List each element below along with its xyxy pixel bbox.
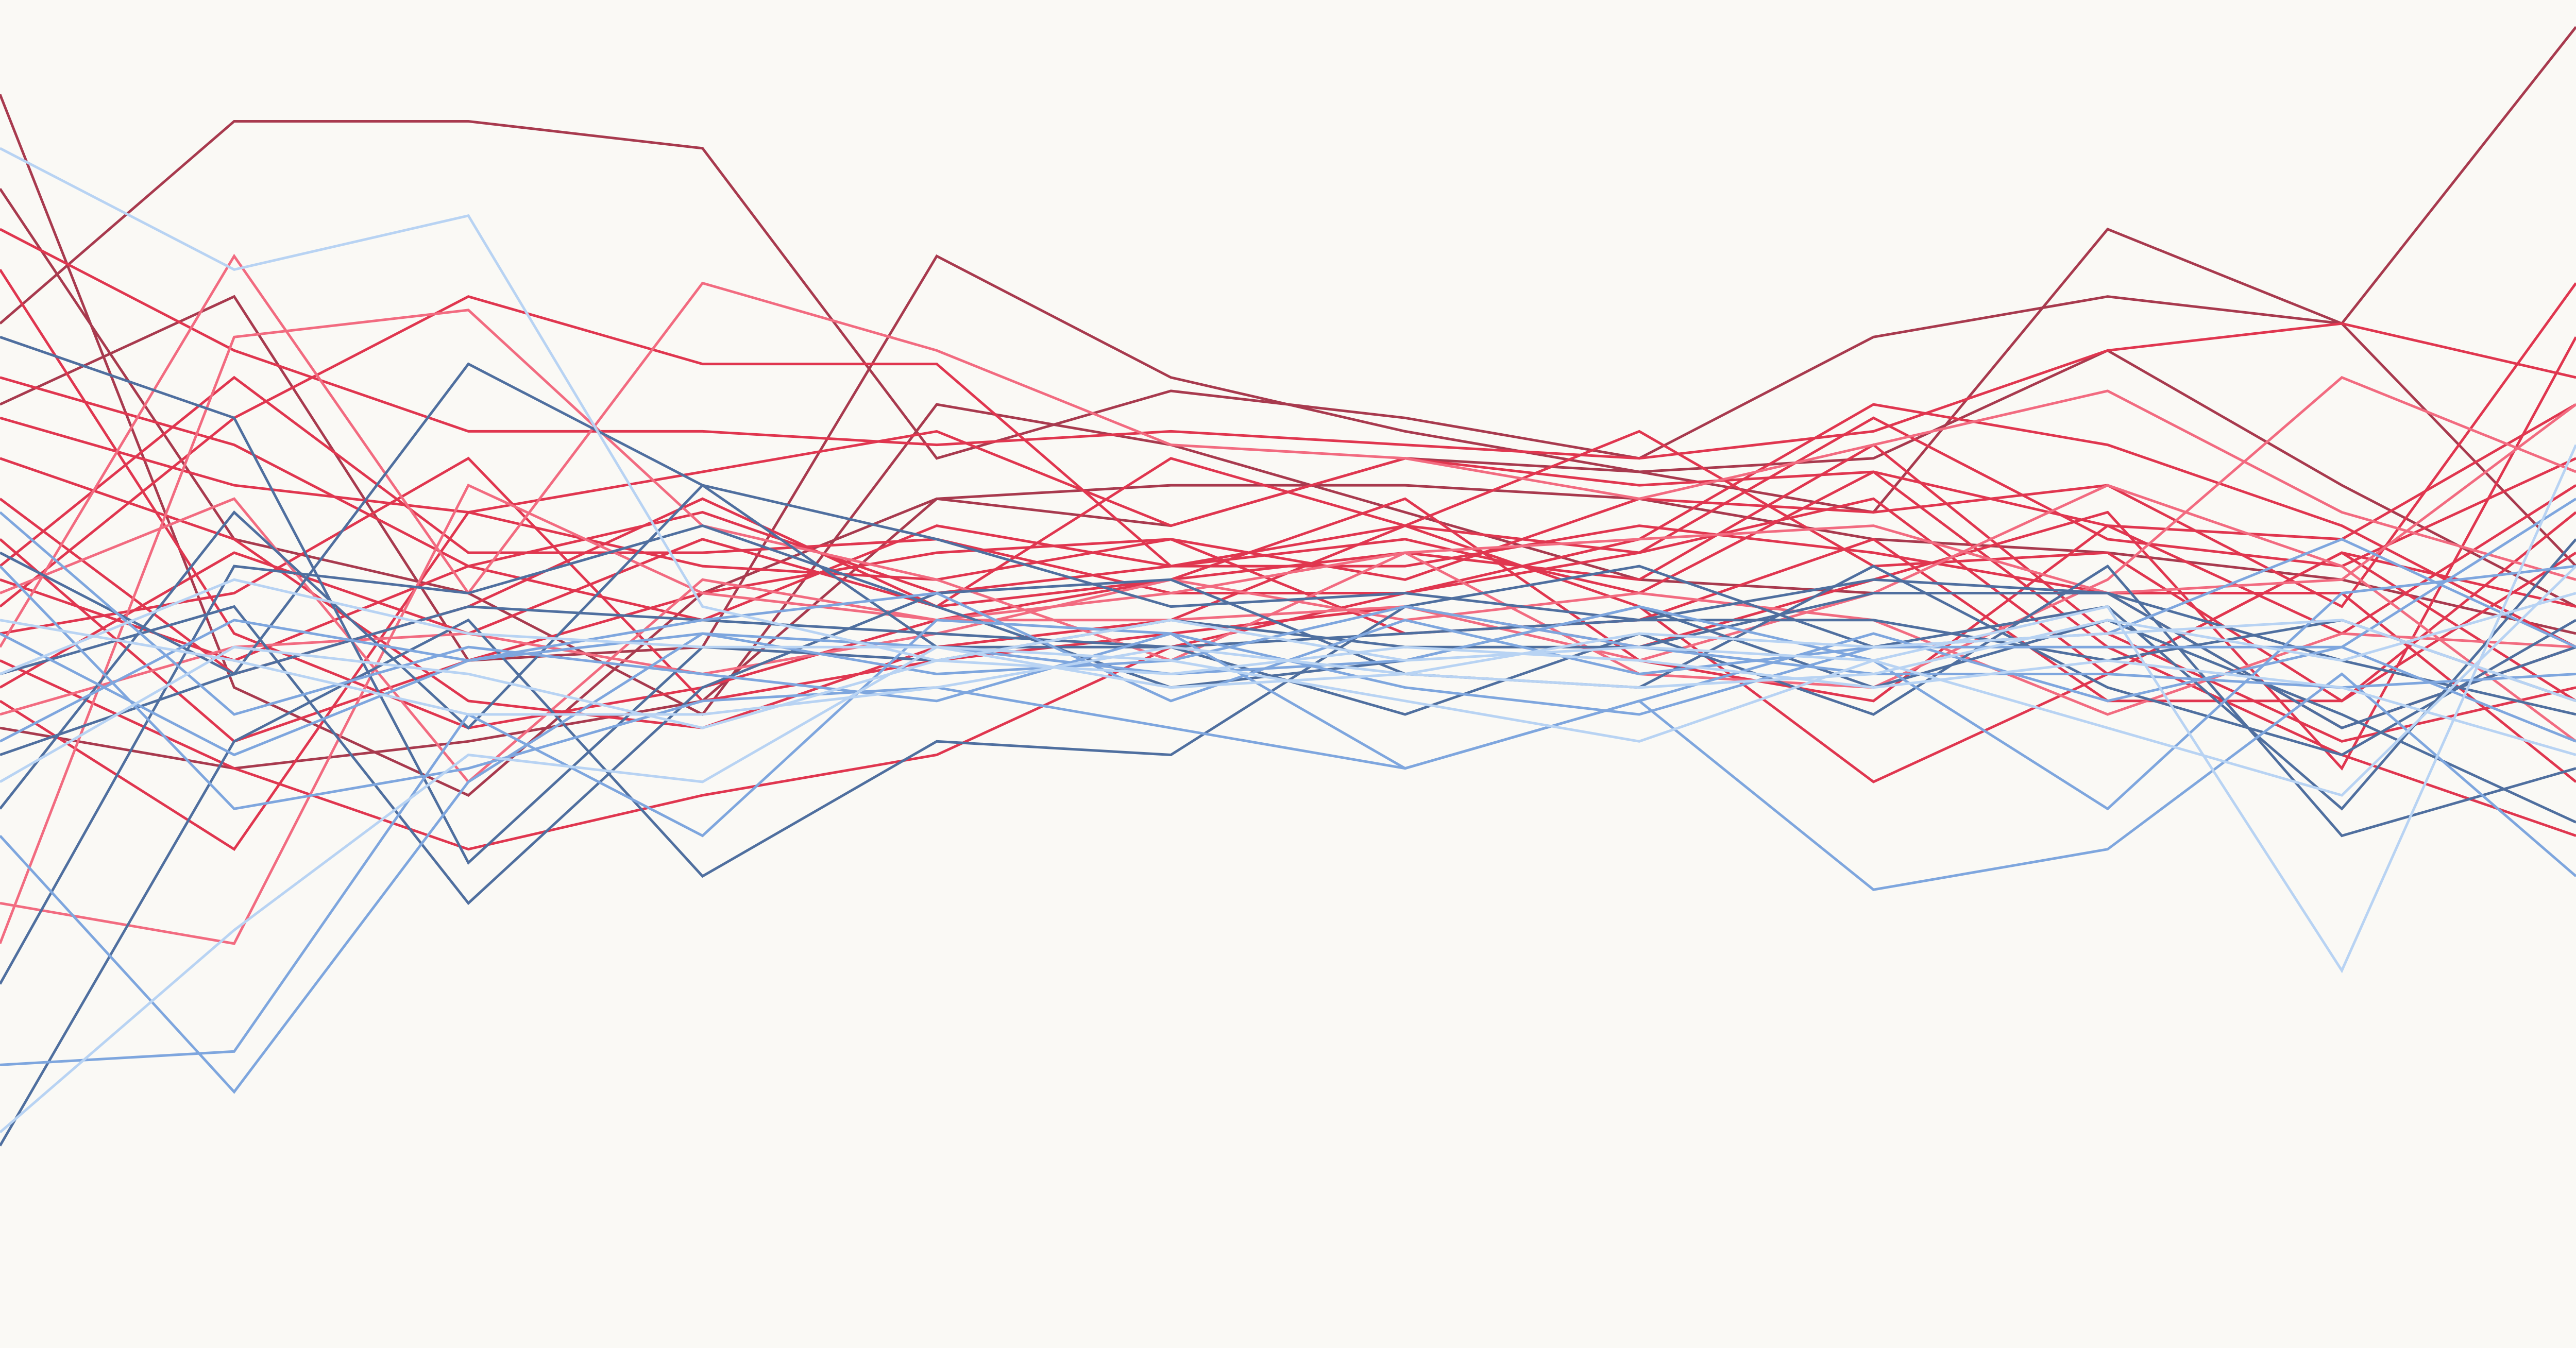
series-line-27 <box>0 565 2576 906</box>
series-line-20 <box>0 253 2576 648</box>
series-line-38 <box>0 147 2576 974</box>
series-line-26 <box>0 362 2576 703</box>
series-line-2 <box>0 227 2576 662</box>
series-line-21 <box>0 483 2576 945</box>
series-line-37 <box>0 565 2576 810</box>
series-layer <box>0 26 2576 1147</box>
series-line-32 <box>0 619 2576 1066</box>
series-line-11 <box>0 376 2576 635</box>
series-line-33 <box>0 565 2576 1094</box>
series-line-3 <box>0 94 2576 797</box>
series-line-16 <box>0 336 2576 771</box>
series-line-22 <box>0 309 2576 944</box>
series-line-36 <box>0 605 2576 743</box>
series-line-41 <box>0 578 2576 689</box>
series-line-19 <box>0 443 2576 743</box>
series-line-12 <box>0 269 2576 729</box>
series-line-24 <box>0 403 2576 784</box>
series-line-6 <box>0 228 2576 460</box>
series-line-42 <box>0 645 2576 783</box>
series-line-29 <box>0 524 2576 985</box>
